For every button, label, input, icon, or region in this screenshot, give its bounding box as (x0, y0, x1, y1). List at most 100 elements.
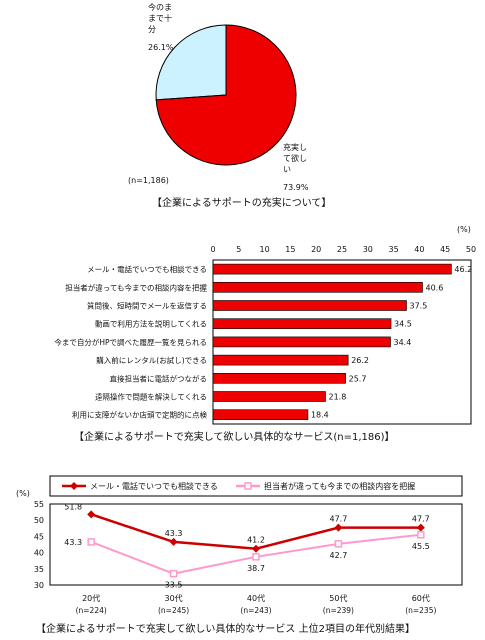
line-y-tick-label: 50 (34, 516, 44, 525)
bar-mark (212, 409, 309, 421)
line-chart: (%) メール・電話でいつでも相談できる 担当者が違っても今までの相談内容を把握 … (16, 475, 463, 635)
bar-x-tick-label: 35 (389, 245, 399, 254)
bar-x-ticks: 0 5 10 15 20 25 30 35 40 45 50 (210, 245, 476, 254)
legend-label: 担当者が違っても今までの相談内容を把握 (264, 481, 415, 491)
line-point (252, 544, 260, 553)
line-point (169, 537, 178, 546)
line-unit: (%) (16, 489, 30, 498)
bar-x-tick-label: 40 (414, 245, 424, 254)
line-x-category-label: 30代 (165, 593, 183, 603)
line-y-ticks: 55 50 45 40 35 30 (34, 500, 44, 590)
line-legend: メール・電話でいつでも相談できる 担当者が違っても今までの相談内容を把握 (62, 481, 415, 491)
bar-value-label: 26.2 (351, 356, 369, 365)
line-value-label: 51.8 (64, 502, 82, 511)
pie-sample-note: (n=1,186) (128, 176, 169, 185)
bar-mark (212, 372, 346, 384)
bar-x-tick-label: 45 (440, 245, 450, 254)
bar-category-label: 利用に支障がないか店頭で定期的に点検 (72, 410, 207, 420)
bar-category-label: 担当者が違っても今までの相談内容を把握 (65, 282, 207, 292)
bar-mark (212, 354, 349, 366)
bar-category-label: 直接担当者に電話がつながる (110, 373, 208, 383)
bar-x-tick-label: 20 (311, 245, 321, 254)
line-x-category-note: (n=235) (405, 606, 436, 615)
line-value-labels: 51.8 43.3 41.2 47.7 47.7 43.3 33.5 38.7 42.7 45.5 (64, 502, 429, 589)
pie-label-remain-2: まで十 (148, 13, 172, 23)
bar-x-tick-label: 25 (337, 245, 347, 254)
pie-label-want-2: て欲し (283, 153, 307, 163)
line-x-category-note: (n=243) (240, 606, 271, 615)
bar-category-label: 動画で利用方法を説明してくれる (95, 319, 207, 329)
bar-x-tick-label: 15 (285, 245, 295, 254)
bar-x-tick-label: 50 (466, 245, 476, 254)
line-caption: 【企業によるサポートで充実して欲しい具体的なサービス 上位2項目の年代別結果】 (36, 622, 415, 635)
bar-category-label: メール・電話でいつでも相談できる (87, 264, 207, 274)
bar-category-label: 購入前にレンタル(お試し)できる (96, 355, 207, 365)
line-value-label: 43.3 (165, 529, 183, 538)
line-x-category-label: 60代 (412, 593, 430, 603)
bar-value-label: 34.4 (394, 338, 412, 347)
bar-category-label: 質問後、短時間でメールを返信する (87, 301, 207, 311)
line-value-label: 43.3 (64, 538, 82, 547)
line-value-label: 41.2 (247, 536, 265, 545)
pie-chart: 今のま まで十 分 26.1% 充実し て欲し い 73.9% (n=1,186… (128, 2, 331, 209)
line-point (416, 523, 425, 532)
line-value-label: 47.7 (329, 515, 347, 524)
bar-x-tick-label: 5 (236, 245, 241, 254)
line-value-label: 42.7 (329, 551, 347, 560)
pie-slice-remain (155, 24, 227, 101)
pie-label-want-3: い (283, 165, 291, 174)
line-x-categories: 20代 (n=224) 30代 (n=245) 40代 (n=243) 50代 (n=239)… (76, 593, 437, 615)
line-x-category-note: (n=239) (323, 606, 354, 615)
line-y-tick-label: 45 (34, 532, 44, 541)
legend-marker (244, 482, 252, 490)
line-x-category-label: 40代 (247, 593, 265, 603)
line-x-category-note: (n=224) (76, 606, 107, 615)
line-x-category-label: 20代 (82, 593, 100, 603)
line-point (87, 538, 95, 546)
bar-x-tick-label: 0 (210, 245, 215, 254)
line-point (334, 523, 343, 532)
line-y-tick-label: 55 (34, 500, 44, 509)
line-series-marks (87, 510, 425, 578)
bar-unit: (%) (457, 225, 471, 234)
bar-value-label: 21.8 (328, 393, 346, 402)
pie-slice-want (155, 24, 297, 166)
line-point (334, 540, 343, 548)
bar-caption: 【企業によるサポートで充実して欲しい具体的なサービス(n=1,186)】 (74, 430, 395, 443)
legend-marker (70, 482, 78, 490)
bar-value-label: 18.4 (311, 411, 329, 420)
bar-marks (212, 263, 452, 421)
line-point (87, 510, 96, 519)
line-y-tick-label: 40 (34, 549, 44, 558)
line-plot-frame (49, 503, 463, 586)
line-point (417, 531, 425, 539)
pie-label-remain-3: 分 (148, 25, 156, 34)
pie-label-remain-1: 今のま (148, 2, 172, 12)
line-x-category-note: (n=245) (158, 606, 189, 615)
bar-value-label: 37.5 (410, 302, 428, 311)
line-y-tick-label: 30 (34, 581, 44, 590)
bar-mark (212, 336, 391, 348)
line-value-label: 45.5 (412, 542, 430, 551)
bar-mark (212, 263, 452, 275)
bar-chart: (%) 0 5 10 15 20 25 30 35 40 45 50 メール・電話でいつでも相談でき… (54, 225, 476, 443)
bar-mark (212, 318, 392, 330)
pie-value-want: 73.9% (283, 183, 309, 192)
pie-label-want-1: 充実し (283, 142, 307, 152)
line-point (169, 569, 178, 578)
bar-mark (212, 391, 326, 402)
bar-mark (212, 300, 407, 311)
pie-caption: 【企業によるサポートの充実について】 (152, 196, 331, 209)
bar-x-tick-label: 30 (363, 245, 373, 254)
line-value-label: 38.7 (247, 564, 265, 573)
line-value-label: 33.5 (165, 581, 183, 590)
bar-value-label: 34.5 (394, 320, 412, 329)
bar-category-label: 今まで自分がHPで調べた履歴一覧を見られる (54, 337, 207, 347)
line-x-category-label: 50代 (329, 593, 347, 603)
bar-category-labels: メール・電話でいつでも相談できる担当者が違っても今までの相談内容を把握質問後、短… (54, 264, 207, 420)
bar-value-label: 25.7 (349, 374, 367, 383)
bar-value-label: 46.2 (454, 265, 472, 274)
bar-mark (212, 281, 423, 293)
line-point (252, 553, 260, 561)
